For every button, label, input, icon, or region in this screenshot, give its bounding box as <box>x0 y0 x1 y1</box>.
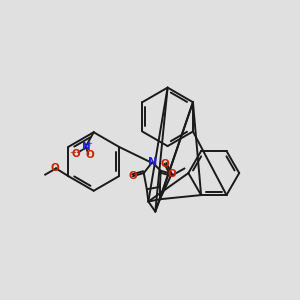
Text: O: O <box>51 163 60 173</box>
Text: +: + <box>86 141 92 147</box>
Text: O: O <box>129 171 137 181</box>
Text: −: − <box>69 148 76 157</box>
Text: O: O <box>160 159 169 169</box>
Text: N: N <box>148 157 157 166</box>
Text: O: O <box>72 149 80 159</box>
Text: O: O <box>167 169 176 179</box>
Text: O: O <box>85 150 94 160</box>
Text: N: N <box>82 142 90 152</box>
